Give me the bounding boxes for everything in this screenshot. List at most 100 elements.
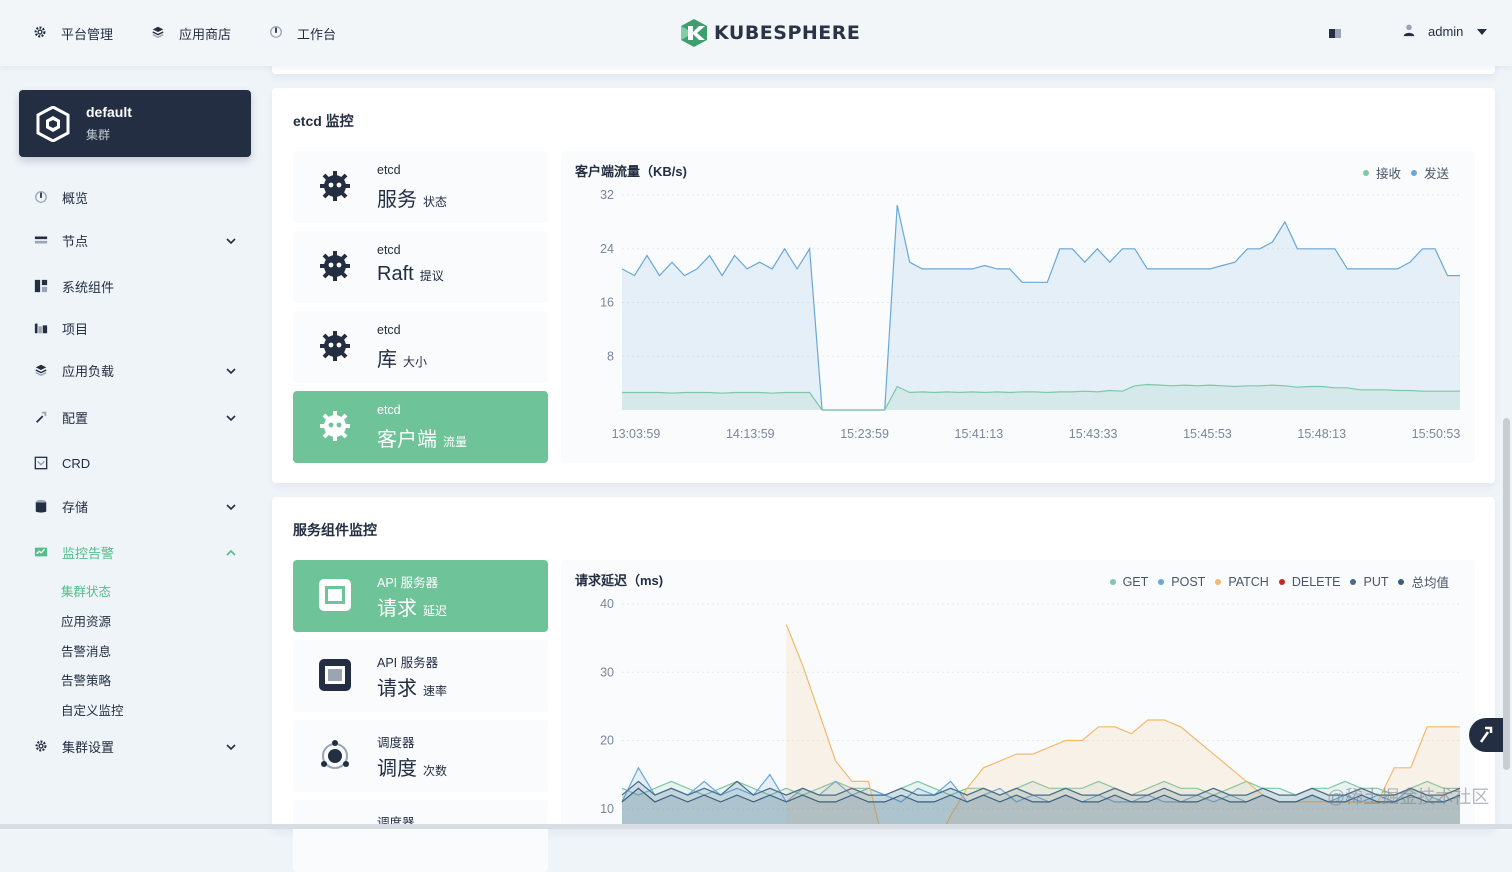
sidebar-subitem-app-resources[interactable]: 应用资源: [61, 615, 112, 629]
legend-item-delete[interactable]: DELETE: [1291, 574, 1341, 589]
y-tick-label: 10: [600, 802, 614, 816]
sidebar-item-config[interactable]: 配置: [34, 407, 244, 427]
etcd-db-size-card[interactable]: etcd 库大小: [293, 311, 548, 383]
cluster-name: default: [86, 104, 132, 120]
sidebar-item-monitoring[interactable]: 监控告警: [34, 542, 244, 562]
scheduler-card-partial[interactable]: 调度器: [293, 800, 548, 872]
apiserver-request-latency-card[interactable]: API 服务器 请求 延迟: [293, 560, 548, 632]
chevron-down-icon: [226, 234, 236, 245]
nav-app-store[interactable]: 应用商店: [151, 22, 231, 44]
apiserver-request-rate-card[interactable]: API 服务器 请求 速率: [293, 640, 548, 712]
kubesphere-logo[interactable]: KUBESPHERE: [680, 17, 860, 49]
x-tick-label: 14:13:59: [726, 427, 775, 441]
series-area: [622, 384, 1460, 410]
monitoring-icon: [34, 545, 48, 559]
legend-item-post[interactable]: POST: [1171, 574, 1206, 589]
card-subtitle: API 服务器: [377, 576, 439, 590]
hammer-icon: [1479, 726, 1493, 743]
y-tick-label: 24: [600, 242, 614, 256]
scheduler-attempts-card[interactable]: 调度器 调度 次数: [293, 720, 548, 792]
etcd-client-traffic-card[interactable]: etcd 客户端 流量: [293, 391, 548, 463]
sidebar-item-storage[interactable]: 存储: [34, 496, 244, 516]
caret-down-icon: [1477, 24, 1488, 39]
nav-platform-management[interactable]: 平台管理: [33, 22, 113, 44]
components-icon: [34, 279, 48, 293]
settings-icon: [34, 739, 48, 753]
x-tick-label: 15:43:33: [1069, 427, 1118, 441]
etcd-service-status-card[interactable]: etcd 服务 状态: [293, 151, 548, 223]
y-tick-label: 32: [600, 188, 614, 202]
etcd-icon: [317, 408, 353, 444]
nav-label: 应用商店: [179, 26, 232, 42]
chart-legend: GET POST PATCH DELETE PUT 总均值: [1100, 572, 1449, 591]
legend-dot: [1158, 578, 1165, 585]
x-tick-label: 15:23:59: [840, 427, 889, 441]
y-tick-label: 16: [600, 296, 614, 310]
sidebar-subitem-alert-messages[interactable]: 告警消息: [61, 645, 112, 659]
cluster-card[interactable]: default 集群: [19, 90, 251, 157]
card-title-unit: 次数: [423, 764, 448, 778]
etcd-raft-proposals-card[interactable]: etcd Raft 提议: [293, 231, 548, 303]
sidebar-item-cluster-settings[interactable]: 集群设置: [34, 736, 244, 756]
document-icon[interactable]: [1327, 25, 1343, 41]
user-icon: [1402, 23, 1416, 40]
sidebar-item-overview[interactable]: 概览: [34, 187, 244, 207]
gear-icon: [33, 25, 49, 41]
legend-item-patch[interactable]: PATCH: [1228, 574, 1269, 589]
legend-dot: [1350, 578, 1357, 585]
cluster-type: 集群: [86, 128, 111, 142]
sidebar-item-nodes[interactable]: 节点: [34, 230, 244, 250]
sidebar-item-label: 项目: [62, 321, 89, 337]
sidebar-subitem-alert-policies[interactable]: 告警策略: [61, 674, 112, 688]
series-line[interactable]: [621, 204, 1460, 411]
service-components-panel: 服务组件监控 API 服务器 请求 延迟 API 服务器 请求 速率 调度器 调度次…: [272, 497, 1495, 872]
series-line[interactable]: [622, 383, 1460, 411]
series-area: [622, 205, 1460, 410]
logo-text: KUBESPHERE: [714, 22, 861, 44]
sidebar-subitem-cluster-status[interactable]: 集群状态: [61, 585, 112, 599]
card-subtitle: etcd: [377, 163, 401, 177]
x-tick-label: 15:41:13: [955, 427, 1004, 441]
sidebar-item-label: 监控告警: [62, 545, 115, 561]
user-menu[interactable]: admin: [1402, 23, 1488, 40]
sidebar-item-workloads[interactable]: 应用负载: [34, 360, 244, 380]
series-area: [786, 624, 1460, 829]
legend-item-put[interactable]: PUT: [1363, 574, 1389, 589]
series-line[interactable]: [785, 624, 1460, 830]
vertical-scrollbar[interactable]: [1503, 418, 1510, 770]
card-title: 客户端 流量: [377, 423, 467, 452]
card-title-main: 库: [377, 349, 397, 371]
sidebar-item-projects[interactable]: 项目: [34, 318, 244, 338]
card-title-main: 客户端: [377, 429, 437, 451]
etcd-icon: [317, 248, 353, 284]
nav-workbench[interactable]: 工作台: [269, 22, 336, 44]
legend-item-get[interactable]: GET: [1122, 574, 1149, 589]
legend-dot: [1109, 578, 1116, 585]
sidebar-subitem-custom-monitoring[interactable]: 自定义监控: [61, 704, 124, 718]
legend-item-send[interactable]: 发送: [1423, 167, 1449, 181]
sidebar-item-crd[interactable]: CRD: [34, 453, 244, 473]
series-area: [622, 781, 1460, 829]
horizontal-scrollbar[interactable]: [0, 824, 1512, 829]
series-line[interactable]: [621, 787, 1461, 803]
workload-icon: [34, 363, 48, 377]
toolbox-button[interactable]: [1469, 718, 1503, 752]
legend-item-average[interactable]: 总均值: [1411, 576, 1449, 590]
card-title: Raft 提议: [377, 263, 444, 286]
sidebar-item-components[interactable]: 系统组件: [34, 276, 244, 296]
overview-icon: [34, 190, 48, 204]
card-title-unit: 流量: [443, 435, 468, 449]
card-subtitle: API 服务器: [377, 656, 439, 670]
card-title-unit: 速率: [423, 684, 448, 698]
legend-dot: [1362, 169, 1369, 176]
username: admin: [1428, 24, 1464, 39]
sidebar-item-label: 应用负载: [62, 363, 115, 379]
series-line[interactable]: [621, 780, 1461, 796]
legend-item-receive[interactable]: 接收: [1375, 167, 1401, 181]
sidebar-item-label: 配置: [62, 410, 89, 426]
sidebar-item-label: 集群设置: [62, 739, 115, 755]
sidebar-item-label: 概览: [62, 190, 89, 206]
watermark: @稀土掘金技术社区: [1327, 787, 1490, 807]
card-title-unit: 状态: [423, 195, 448, 209]
legend-dot: [1278, 578, 1285, 585]
